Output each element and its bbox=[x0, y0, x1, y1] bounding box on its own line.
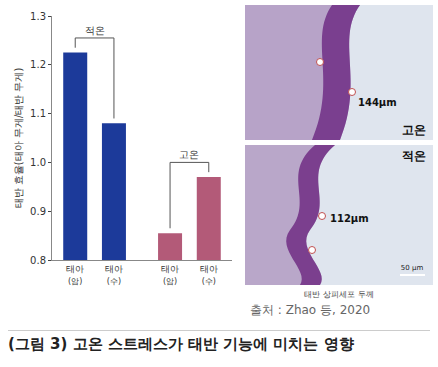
svg-text:태아(수): 태아(수) bbox=[200, 264, 218, 286]
svg-text:고온: 고온 bbox=[402, 123, 426, 137]
svg-text:0.9: 0.9 bbox=[30, 206, 46, 217]
svg-text:1.2: 1.2 bbox=[30, 59, 46, 70]
svg-text:0.8: 0.8 bbox=[30, 255, 46, 266]
html-text:(그림 3) 고온 스트레스가 태반 기능에 미치는 영향: (그림 3) 고온 스트레스가 태반 기능에 미치는 영향 bbox=[8, 335, 354, 353]
svg-text:태반 상피세포 두께: 태반 상피세포 두께 bbox=[304, 290, 373, 299]
svg-text:1.0: 1.0 bbox=[30, 157, 46, 168]
svg-text:112μm: 112μm bbox=[330, 213, 369, 224]
svg-text:태아(암): 태아(암) bbox=[161, 264, 179, 286]
svg-text:144μm: 144μm bbox=[358, 97, 397, 108]
svg-text:1.1: 1.1 bbox=[30, 108, 46, 119]
svg-text:고온: 고온 bbox=[179, 149, 199, 160]
svg-text:태아(수): 태아(수) bbox=[105, 264, 123, 286]
svg-text:적온: 적온 bbox=[402, 149, 426, 163]
svg-text:태아(암): 태아(암) bbox=[66, 264, 84, 286]
svg-text:50 μm: 50 μm bbox=[401, 264, 424, 272]
html-text:출처 : Zhao 등, 2020: 출처 : Zhao 등, 2020 bbox=[250, 303, 371, 317]
svg-text:1.3: 1.3 bbox=[30, 11, 46, 22]
svg-text:적온: 적온 bbox=[85, 25, 105, 36]
svg-text:태반 효율(태아 무게/태반 무게): 태반 효율(태아 무게/태반 무게) bbox=[13, 68, 24, 209]
